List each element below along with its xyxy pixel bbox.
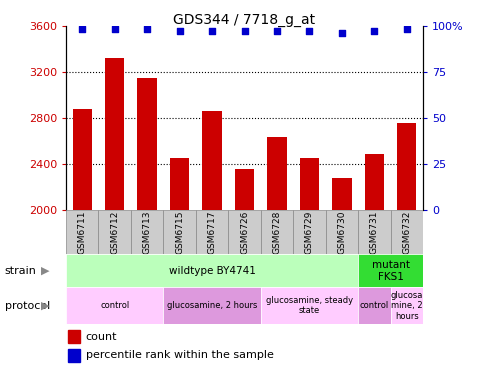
Text: protocol: protocol <box>5 300 50 311</box>
Text: strain: strain <box>5 266 37 276</box>
Point <box>402 26 410 32</box>
Bar <box>66 210 98 254</box>
Bar <box>364 154 383 366</box>
Point <box>272 28 280 34</box>
Text: GSM6731: GSM6731 <box>369 211 378 254</box>
Bar <box>72 109 92 366</box>
Point <box>175 28 183 34</box>
Text: GSM6732: GSM6732 <box>402 211 410 254</box>
Text: GSM6726: GSM6726 <box>240 211 248 254</box>
Bar <box>163 287 260 324</box>
Bar <box>169 158 189 366</box>
Text: control: control <box>359 301 388 310</box>
Bar <box>195 210 228 254</box>
Bar <box>228 210 260 254</box>
Point <box>111 26 119 32</box>
Bar <box>331 178 351 366</box>
Bar <box>390 210 422 254</box>
Bar <box>68 349 80 362</box>
Text: GSM6713: GSM6713 <box>142 211 151 254</box>
Bar <box>266 137 286 366</box>
Text: glucosamine, steady
state: glucosamine, steady state <box>265 296 352 315</box>
Bar <box>357 210 390 254</box>
Point <box>208 28 216 34</box>
Bar <box>68 330 80 343</box>
Bar <box>357 287 390 324</box>
Text: ▶: ▶ <box>41 300 49 311</box>
Bar <box>66 254 357 287</box>
Bar <box>66 287 163 324</box>
Text: GDS344 / 7718_g_at: GDS344 / 7718_g_at <box>173 13 315 27</box>
Bar <box>234 169 254 366</box>
Text: GSM6729: GSM6729 <box>305 211 313 254</box>
Point <box>369 28 377 34</box>
Bar <box>260 287 357 324</box>
Bar <box>163 210 195 254</box>
Bar <box>105 58 124 366</box>
Bar <box>260 210 293 254</box>
Bar <box>396 123 416 366</box>
Text: wildtype BY4741: wildtype BY4741 <box>168 266 255 276</box>
Text: ▶: ▶ <box>41 266 49 276</box>
Text: count: count <box>85 332 117 341</box>
Bar <box>137 78 157 366</box>
Text: control: control <box>100 301 129 310</box>
Text: GSM6711: GSM6711 <box>78 211 86 254</box>
Text: GSM6730: GSM6730 <box>337 211 346 254</box>
Text: percentile rank within the sample: percentile rank within the sample <box>85 351 273 361</box>
Bar <box>325 210 357 254</box>
Point <box>240 28 248 34</box>
Bar <box>299 158 319 366</box>
Text: GSM6712: GSM6712 <box>110 211 119 254</box>
Text: glucosa
mine, 2
hours: glucosa mine, 2 hours <box>390 291 422 321</box>
Point <box>305 28 313 34</box>
Point <box>337 30 345 36</box>
Text: mutant
FKS1: mutant FKS1 <box>371 260 408 282</box>
Text: GSM6717: GSM6717 <box>207 211 216 254</box>
Bar <box>293 210 325 254</box>
Point <box>78 26 86 32</box>
Bar <box>357 254 422 287</box>
Bar <box>202 111 222 366</box>
Text: glucosamine, 2 hours: glucosamine, 2 hours <box>166 301 257 310</box>
Bar <box>390 287 422 324</box>
Point <box>143 26 151 32</box>
Text: GSM6728: GSM6728 <box>272 211 281 254</box>
Bar <box>131 210 163 254</box>
Text: GSM6715: GSM6715 <box>175 211 183 254</box>
Bar <box>98 210 131 254</box>
